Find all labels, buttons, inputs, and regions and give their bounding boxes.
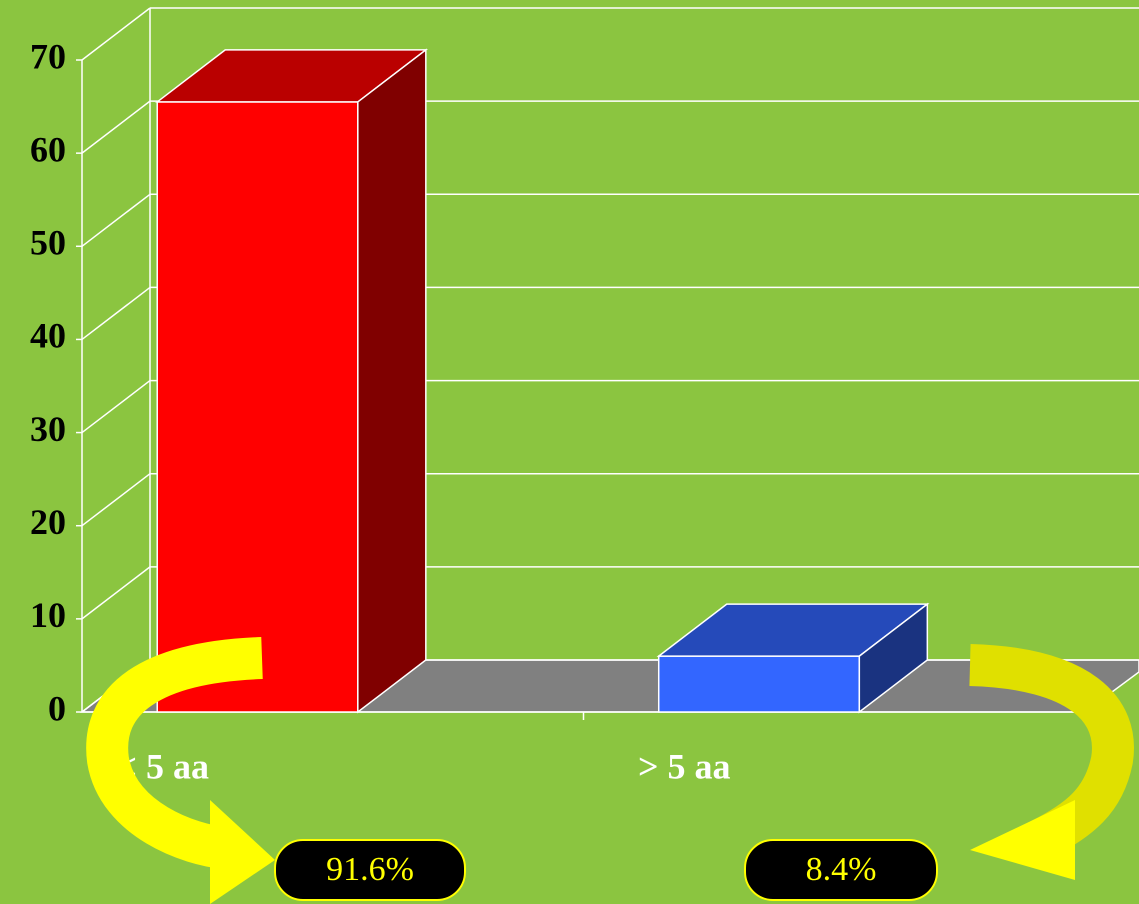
grid-line-side bbox=[81, 473, 151, 527]
grid-line-side bbox=[81, 100, 151, 154]
x-tick-label: > 5 aa bbox=[638, 746, 731, 786]
arrow-right bbox=[969, 644, 1134, 859]
bar-side bbox=[858, 602, 929, 714]
annotation: 91.6% bbox=[326, 851, 414, 888]
y-tick-label: 60 bbox=[30, 129, 66, 169]
grid-line-side bbox=[81, 566, 151, 620]
bars bbox=[155, 48, 930, 714]
arrow-left bbox=[86, 637, 263, 869]
annotation-box bbox=[744, 839, 938, 901]
grid-line-side bbox=[81, 193, 151, 247]
y-tick-label: 30 bbox=[30, 409, 66, 449]
y-tick-label: 10 bbox=[30, 595, 66, 635]
arrow-right-head bbox=[970, 800, 1075, 880]
grid-line-side bbox=[81, 286, 151, 341]
grid-line-side bbox=[81, 7, 151, 61]
arrow-left-head bbox=[210, 800, 275, 904]
y-tick-label: 0 bbox=[48, 688, 66, 728]
annotation-box bbox=[274, 839, 466, 901]
grid-line-side bbox=[81, 379, 151, 434]
bar-side bbox=[357, 48, 427, 714]
y-tick-label: 70 bbox=[30, 36, 66, 76]
plot-front: 91.6% 8.4% bbox=[86, 637, 1134, 904]
annotation: 8.4% bbox=[806, 851, 877, 888]
y-tick-label: 50 bbox=[30, 223, 66, 263]
bar-front bbox=[657, 655, 861, 713]
bar-front bbox=[156, 101, 359, 713]
y-tick-label: 40 bbox=[30, 316, 66, 356]
y-tick-label: 20 bbox=[30, 502, 66, 542]
